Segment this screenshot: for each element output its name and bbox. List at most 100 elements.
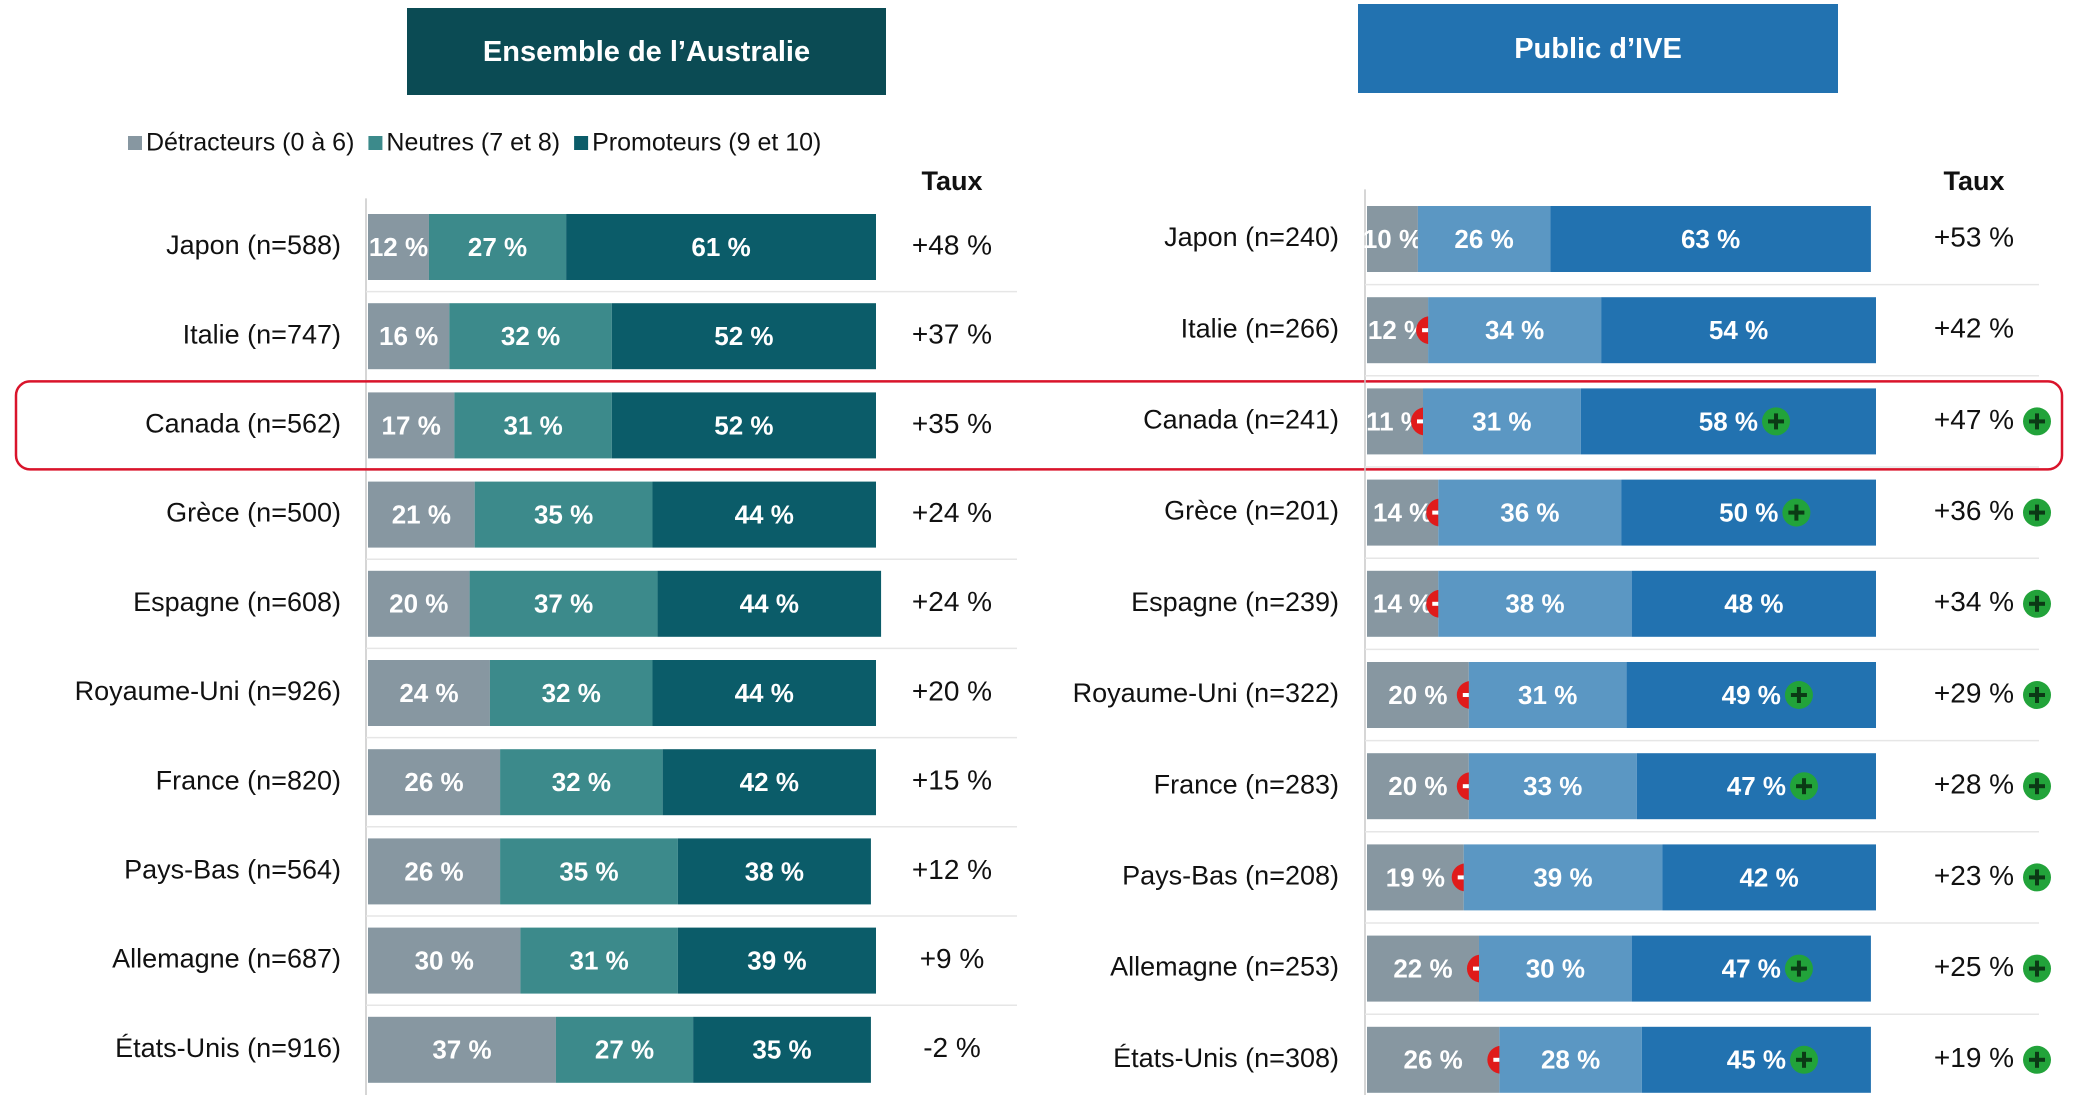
category-label: Pays-Bas (n=208): [1122, 861, 1339, 891]
plus-icon: [1762, 407, 1791, 436]
data-label: 33 %: [1523, 771, 1582, 801]
bar-segment: [368, 749, 501, 816]
data-label: 44 %: [735, 499, 794, 529]
data-label: 63 %: [1681, 224, 1740, 254]
data-label: 31 %: [503, 410, 562, 440]
net-score: +37 %: [912, 319, 992, 350]
data-label: 26 %: [1404, 1045, 1463, 1075]
bar-segment: [657, 570, 882, 637]
bar-segment: [500, 749, 663, 816]
net-score: +25 %: [1934, 951, 2014, 982]
category-label: Italie (n=747): [183, 319, 341, 349]
bar-segment: [693, 1016, 871, 1083]
data-label: 58 %: [1699, 406, 1758, 436]
category-label: Pays-Bas (n=564): [124, 855, 341, 885]
data-label: 24 %: [399, 678, 458, 708]
bar-segment: [1468, 753, 1637, 820]
plus-icon: [1784, 954, 1813, 983]
net-score: +9 %: [920, 943, 985, 974]
net-score: +28 %: [1934, 769, 2014, 800]
header-title: Ensemble de l’Australie: [483, 36, 810, 68]
legend-label: Neutres (7 et 8): [386, 129, 560, 157]
bar-segment: [368, 1016, 556, 1083]
bar-segment: [1626, 662, 1876, 728]
data-label: 35 %: [559, 856, 618, 886]
net-score: +24 %: [912, 586, 992, 617]
data-label: 17 %: [382, 410, 441, 440]
bar-segment: [1422, 388, 1581, 455]
net-score: +42 %: [1934, 313, 2014, 344]
category-label: États-Unis (n=916): [115, 1033, 341, 1063]
bar-segment: [1367, 662, 1469, 728]
bar-segment: [428, 214, 567, 280]
net-score: +36 %: [1934, 495, 2014, 526]
icon-bar: [2035, 595, 2039, 612]
bar-segment: [368, 481, 475, 548]
net-score: -2 %: [923, 1032, 981, 1063]
data-label: 44 %: [740, 589, 799, 619]
icon-bar: [1802, 778, 1807, 795]
net-score: +12 %: [912, 854, 992, 885]
icon-bar: [2035, 413, 2039, 430]
data-label: 20 %: [1388, 680, 1447, 710]
data-label: 20 %: [1388, 771, 1447, 801]
plus-icon: [2023, 681, 2051, 709]
icon-bar: [2035, 869, 2039, 886]
data-label: 48 %: [1724, 589, 1783, 619]
data-label: 38 %: [745, 856, 804, 886]
bar-segment: [1428, 297, 1602, 364]
bar-segment: [1621, 479, 1876, 546]
legend-label: Promoteurs (9 et 10): [592, 129, 821, 157]
bar-segment: [1367, 1026, 1500, 1093]
category-label: Royaume-Uni (n=322): [1073, 678, 1339, 708]
data-label: 26 %: [404, 767, 463, 797]
bar-segment: [1601, 297, 1876, 364]
category-label: Japon (n=588): [166, 230, 341, 260]
plus-icon: [2023, 772, 2051, 801]
icon-bar: [2035, 960, 2039, 977]
data-label: 45 %: [1727, 1045, 1786, 1075]
category-label: Allemagne (n=253): [1110, 952, 1339, 982]
category-label: Allemagne (n=687): [112, 944, 341, 974]
plus-icon: [2023, 954, 2051, 983]
data-label: 47 %: [1722, 953, 1781, 983]
data-label: 19 %: [1386, 862, 1445, 892]
bar-segment: [368, 927, 521, 994]
header-box: [1358, 4, 1838, 93]
data-label: 34 %: [1485, 315, 1544, 345]
data-label: 39 %: [1533, 862, 1592, 892]
icon-bar: [2035, 778, 2039, 795]
net-score-title: Taux: [921, 166, 982, 196]
plus-icon: [1790, 1045, 1819, 1074]
data-label: 31 %: [570, 945, 629, 975]
net-score: +15 %: [912, 765, 992, 796]
bar-segment: [1463, 844, 1663, 911]
bar-segment: [1636, 753, 1876, 820]
data-label: 27 %: [595, 1035, 654, 1065]
legend-label: Détracteurs (0 à 6): [146, 129, 354, 157]
icon-bar: [1796, 960, 1801, 977]
bar-segment: [566, 214, 876, 280]
data-label: 42 %: [1739, 862, 1798, 892]
category-label: Canada (n=562): [145, 409, 341, 439]
net-score: +19 %: [1934, 1042, 2014, 1073]
data-label: 38 %: [1505, 589, 1564, 619]
bar-segment: [1478, 935, 1632, 1002]
data-label: 14 %: [1373, 589, 1432, 619]
net-score: +23 %: [1934, 860, 2014, 891]
legend-swatch: [128, 136, 142, 150]
category-label: États-Unis (n=308): [1113, 1043, 1339, 1073]
bar-segment: [652, 481, 876, 548]
bar-segment: [611, 303, 876, 370]
bar-segment: [611, 392, 876, 459]
net-score-title: Taux: [1943, 166, 2004, 196]
data-label: 36 %: [1500, 497, 1559, 527]
bar-segment: [1367, 844, 1464, 911]
data-label: 35 %: [752, 1035, 811, 1065]
icon-bar: [1802, 1051, 1807, 1068]
header-title: Public d’IVE: [1514, 33, 1682, 65]
plus-icon: [2023, 863, 2051, 892]
category-label: Espagne (n=239): [1131, 587, 1339, 617]
legend-swatch: [574, 136, 589, 150]
icon-bar: [1774, 413, 1779, 430]
